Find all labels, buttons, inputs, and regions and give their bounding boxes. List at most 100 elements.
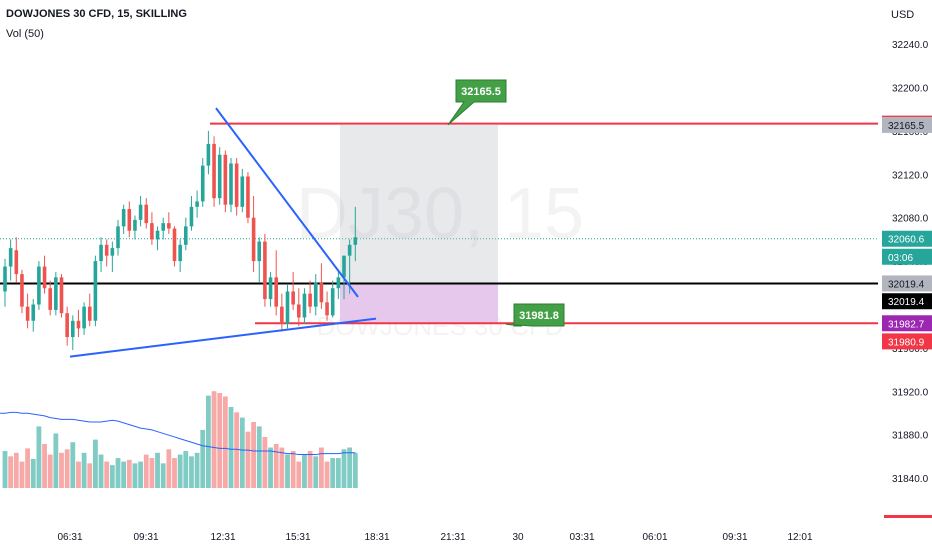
volume-indicator-label[interactable]: Vol (50) xyxy=(6,28,44,40)
ascending-trendline xyxy=(69,317,377,358)
volume-bar xyxy=(194,452,200,488)
x-tick-label: 15:31 xyxy=(285,532,310,543)
x-tick-label: 12:31 xyxy=(210,532,235,543)
volume-bar xyxy=(115,458,121,488)
volume-bar xyxy=(189,456,194,488)
candle-body xyxy=(251,217,256,262)
candle-body xyxy=(93,261,98,321)
volume-bar xyxy=(335,458,341,488)
position-target-zone xyxy=(340,124,498,284)
candle-body xyxy=(37,266,41,305)
candle-body xyxy=(8,248,13,267)
candle-body xyxy=(302,293,307,318)
candle-body xyxy=(223,154,228,205)
volume-bar xyxy=(177,454,183,488)
candle-body xyxy=(155,230,160,240)
candle-body xyxy=(99,244,103,262)
volume-bar xyxy=(211,391,217,488)
target-callout-box xyxy=(447,79,507,126)
candle-body xyxy=(263,241,267,300)
volume-bar xyxy=(341,449,347,488)
volume-bar xyxy=(138,461,143,488)
price-label-text: 03:06 xyxy=(888,253,913,264)
x-tick-label: 09:31 xyxy=(722,532,747,543)
volume-bar xyxy=(239,417,245,488)
position-stop-zone xyxy=(340,283,498,324)
x-tick-label: 21:31 xyxy=(440,532,465,543)
candle-body xyxy=(246,176,250,218)
volume-bar xyxy=(30,458,36,488)
volume-bar xyxy=(268,447,273,488)
candle-body xyxy=(297,304,301,318)
candle-body xyxy=(161,223,165,231)
candle-body xyxy=(325,302,329,316)
candle-body xyxy=(31,304,36,321)
candle-body xyxy=(195,201,199,207)
volume-bar xyxy=(307,451,313,488)
x-tick-label: 06:31 xyxy=(57,532,82,543)
candle-body xyxy=(59,277,64,314)
price-label-bg xyxy=(882,333,932,350)
candle-body xyxy=(144,204,149,224)
volume-bar xyxy=(25,448,30,488)
target-callout-text: 32165.5 xyxy=(461,86,501,98)
volume-bar xyxy=(155,452,160,488)
price-label-text: 31982.7 xyxy=(888,319,925,330)
volume-bar xyxy=(285,454,290,488)
candle-body xyxy=(285,291,290,325)
candle-body xyxy=(42,266,47,289)
candle-body xyxy=(229,163,233,205)
candle-body xyxy=(336,277,341,289)
candle-body xyxy=(308,293,312,307)
volume-bar xyxy=(302,454,307,488)
currency-label[interactable]: USD xyxy=(891,9,915,21)
y-tick-label: 32080.0 xyxy=(892,214,929,225)
stop-callout-box xyxy=(505,303,565,327)
candle-body xyxy=(87,306,92,321)
volume-bar xyxy=(200,429,206,488)
y-tick-label: 32200.0 xyxy=(892,84,929,95)
price-label-text: 32060.6 xyxy=(888,235,925,246)
volume-bar xyxy=(228,407,234,488)
candle-body xyxy=(178,244,182,262)
price-label-bg xyxy=(882,116,932,133)
candle-body xyxy=(3,266,7,292)
watermark-symbol: DJ30, 15 xyxy=(296,174,584,254)
x-tick-label: 06:01 xyxy=(642,532,667,543)
candle-body xyxy=(65,313,69,338)
candle-body xyxy=(82,306,86,329)
y-tick-label: 31880.0 xyxy=(892,431,929,442)
candle-body xyxy=(138,204,143,220)
volume-bar xyxy=(132,463,138,488)
volume-bar xyxy=(262,436,268,488)
volume-bar xyxy=(172,458,177,488)
volume-bar xyxy=(256,426,262,488)
volume-bar xyxy=(330,458,336,488)
volume-bar xyxy=(273,444,279,488)
candle-body xyxy=(280,306,284,325)
volume-bar xyxy=(296,461,302,488)
volume-bar xyxy=(206,395,211,488)
y-tick-label: 31920.0 xyxy=(892,387,929,398)
candle-body xyxy=(291,291,295,305)
candle-body xyxy=(257,241,262,262)
candle-body xyxy=(172,228,177,262)
symbol-title[interactable]: DOWJONES 30 CFD, 15, SKILLING xyxy=(6,8,187,20)
candle-body xyxy=(234,163,239,207)
volume-bar xyxy=(42,444,47,488)
volume-bar xyxy=(8,456,14,488)
volume-ma-line xyxy=(0,411,356,456)
x-tick-label: 12:01 xyxy=(787,532,812,543)
candle-body xyxy=(319,282,324,303)
price-label-text: 31980.9 xyxy=(888,337,925,348)
candle-body xyxy=(14,250,19,275)
volume-bar xyxy=(217,392,223,488)
price-label-bg xyxy=(882,275,932,292)
stop-callout-text: 31981.8 xyxy=(519,310,559,322)
volume-bar xyxy=(245,431,251,488)
volume-bar xyxy=(121,461,127,488)
volume-bar xyxy=(160,463,166,488)
axis-bottom-marker xyxy=(884,515,932,518)
